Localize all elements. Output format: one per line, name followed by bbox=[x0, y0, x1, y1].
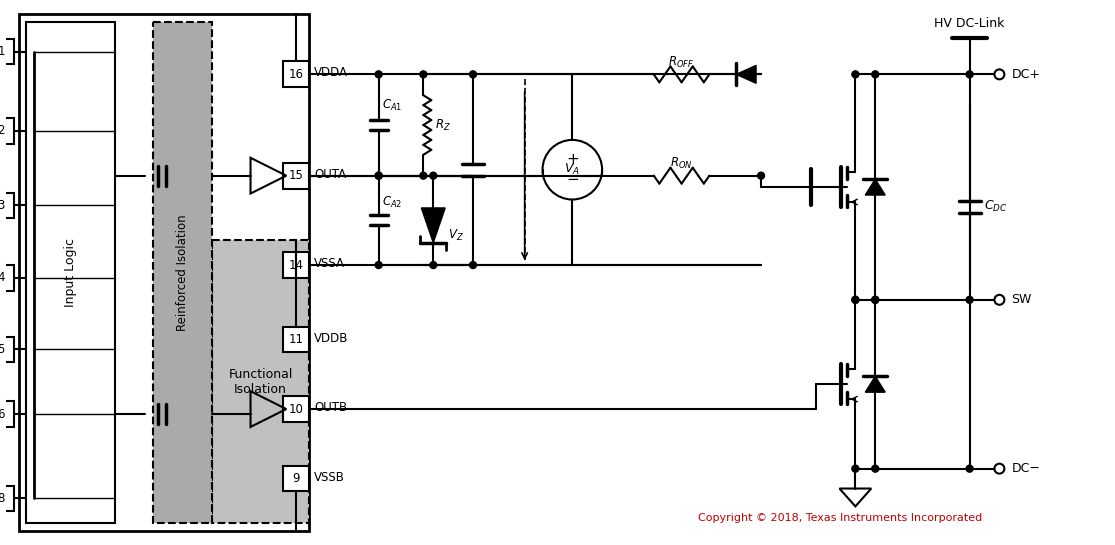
Text: $V_A$: $V_A$ bbox=[564, 162, 580, 177]
Bar bbox=[283, 396, 309, 422]
Circle shape bbox=[995, 295, 1005, 305]
Text: Functional
Isolation: Functional Isolation bbox=[229, 368, 292, 396]
Text: Reinforced Isolation: Reinforced Isolation bbox=[176, 214, 190, 331]
Text: 15: 15 bbox=[289, 169, 303, 182]
Circle shape bbox=[375, 262, 382, 269]
Circle shape bbox=[852, 465, 859, 472]
Polygon shape bbox=[421, 208, 445, 243]
Circle shape bbox=[375, 172, 382, 179]
Text: 3: 3 bbox=[0, 199, 4, 212]
Circle shape bbox=[429, 172, 437, 179]
Text: 4: 4 bbox=[0, 271, 4, 284]
Polygon shape bbox=[865, 179, 885, 195]
Text: $C_{A2}$: $C_{A2}$ bbox=[381, 195, 401, 210]
Circle shape bbox=[469, 262, 476, 269]
Text: HV DC-Link: HV DC-Link bbox=[934, 17, 1005, 30]
Bar bbox=[0, 39, 14, 64]
Bar bbox=[0, 337, 14, 362]
Bar bbox=[0, 486, 14, 511]
Text: VSSA: VSSA bbox=[314, 257, 345, 270]
Text: 11: 11 bbox=[289, 333, 303, 346]
Text: VDDA: VDDA bbox=[314, 66, 348, 80]
Text: SW: SW bbox=[1011, 293, 1031, 306]
Circle shape bbox=[966, 71, 973, 78]
Bar bbox=[0, 192, 14, 219]
Circle shape bbox=[872, 71, 879, 78]
Circle shape bbox=[757, 172, 765, 179]
Text: $C_{DC}$: $C_{DC}$ bbox=[985, 199, 1008, 215]
Circle shape bbox=[872, 465, 879, 472]
Circle shape bbox=[375, 172, 382, 179]
Bar bbox=[283, 62, 309, 87]
Text: 5: 5 bbox=[0, 343, 4, 356]
Text: +: + bbox=[566, 152, 579, 167]
Circle shape bbox=[469, 71, 476, 78]
Text: $R_{ON}$: $R_{ON}$ bbox=[670, 156, 692, 171]
Text: 16: 16 bbox=[289, 68, 303, 81]
Bar bbox=[283, 465, 309, 492]
Text: Input Logic: Input Logic bbox=[65, 238, 77, 307]
Text: 8: 8 bbox=[0, 492, 4, 505]
Polygon shape bbox=[736, 65, 756, 83]
Text: OUTA: OUTA bbox=[314, 168, 347, 181]
Text: 14: 14 bbox=[289, 258, 303, 271]
Bar bbox=[283, 252, 309, 278]
Bar bbox=[212, 240, 309, 523]
Text: 10: 10 bbox=[289, 403, 303, 416]
Text: Copyright © 2018, Texas Instruments Incorporated: Copyright © 2018, Texas Instruments Inco… bbox=[698, 513, 982, 523]
Bar bbox=[0, 265, 14, 291]
Circle shape bbox=[852, 71, 859, 78]
Bar bbox=[0, 401, 14, 427]
Circle shape bbox=[375, 71, 382, 78]
Text: 1: 1 bbox=[0, 45, 4, 58]
Text: DC+: DC+ bbox=[1011, 68, 1040, 81]
Circle shape bbox=[420, 172, 427, 179]
Text: 6: 6 bbox=[0, 408, 4, 421]
Text: 2: 2 bbox=[0, 124, 4, 137]
Circle shape bbox=[995, 464, 1005, 474]
Circle shape bbox=[872, 296, 879, 303]
Text: VSSB: VSSB bbox=[314, 471, 345, 483]
Text: $V_Z$: $V_Z$ bbox=[448, 228, 464, 243]
Bar bbox=[0, 118, 14, 144]
Bar bbox=[19, 14, 309, 531]
Circle shape bbox=[872, 296, 879, 303]
Bar bbox=[283, 163, 309, 189]
Bar bbox=[26, 22, 116, 523]
Text: 9: 9 bbox=[292, 472, 300, 485]
Text: DC−: DC− bbox=[1011, 462, 1040, 475]
Circle shape bbox=[852, 296, 859, 303]
Text: −: − bbox=[566, 172, 579, 187]
Text: $R_Z$: $R_Z$ bbox=[435, 118, 452, 132]
Circle shape bbox=[995, 69, 1005, 80]
Circle shape bbox=[429, 262, 437, 269]
Circle shape bbox=[852, 296, 859, 303]
Polygon shape bbox=[865, 376, 885, 392]
Text: $R_{OFF}$: $R_{OFF}$ bbox=[669, 55, 695, 70]
Text: VDDB: VDDB bbox=[314, 331, 349, 344]
Bar bbox=[153, 22, 212, 523]
Circle shape bbox=[420, 71, 427, 78]
Circle shape bbox=[966, 465, 973, 472]
Bar bbox=[283, 326, 309, 353]
Circle shape bbox=[966, 296, 973, 303]
Text: $C_{A1}$: $C_{A1}$ bbox=[381, 98, 401, 113]
Text: OUTB: OUTB bbox=[314, 401, 347, 414]
